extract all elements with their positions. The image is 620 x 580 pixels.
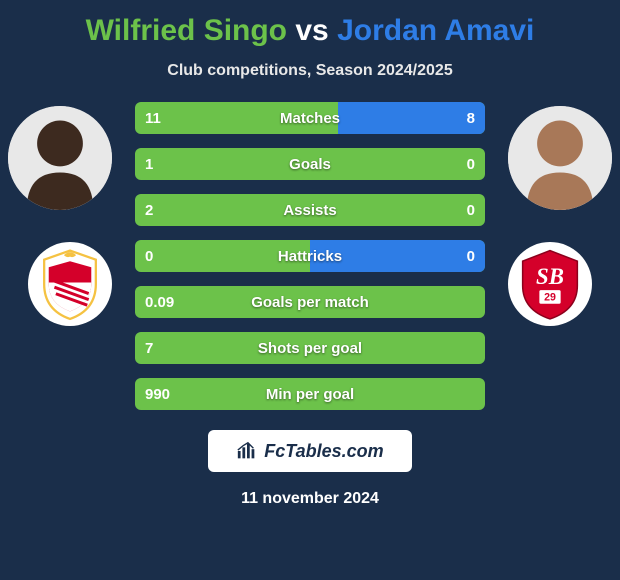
player-right-avatar [508, 106, 612, 210]
stat-bar-row: 20Assists [135, 194, 485, 226]
person-icon [8, 106, 112, 210]
page-title: Wilfried Singo vs Jordan Amavi [86, 14, 535, 48]
stat-bar-row: 118Matches [135, 102, 485, 134]
stat-bars: 118Matches 10Goals 20Assists 00Hattricks 0.0… [135, 102, 485, 410]
club-right-crest: SB 29 [508, 242, 592, 326]
stat-label: Hattricks [135, 240, 485, 272]
stat-bar-row: 0.09Goals per match [135, 286, 485, 318]
stat-label: Goals per match [135, 286, 485, 318]
crest-subtext: 29 [544, 292, 556, 304]
stat-label: Assists [135, 194, 485, 226]
title-right-player: Jordan Amavi [337, 14, 534, 47]
shield-icon [32, 246, 108, 322]
club-left-crest [28, 242, 112, 326]
title-left-player: Wilfried Singo [86, 14, 287, 47]
chart-bars-icon [236, 440, 258, 462]
brand-name: FcTables [264, 441, 341, 461]
title-vs: vs [295, 14, 328, 47]
stat-bar-row: 990Min per goal [135, 378, 485, 410]
player-left-avatar [8, 106, 112, 210]
shield-icon: SB 29 [512, 246, 588, 322]
stat-label: Min per goal [135, 378, 485, 410]
date-text: 11 november 2024 [241, 490, 379, 508]
crest-text: SB [536, 264, 564, 289]
comparison-area: SB 29 118Matches 10Goals 20Assists 00Hattri… [0, 102, 620, 410]
stat-bar-row: 7Shots per goal [135, 332, 485, 364]
brand-badge: FcTables.com [208, 430, 411, 472]
brand-suffix: .com [342, 441, 384, 461]
stat-bar-row: 10Goals [135, 148, 485, 180]
stat-label: Matches [135, 102, 485, 134]
subtitle: Club competitions, Season 2024/2025 [167, 62, 452, 80]
stat-label: Goals [135, 148, 485, 180]
stat-bar-row: 00Hattricks [135, 240, 485, 272]
person-icon [508, 106, 612, 210]
stat-label: Shots per goal [135, 332, 485, 364]
